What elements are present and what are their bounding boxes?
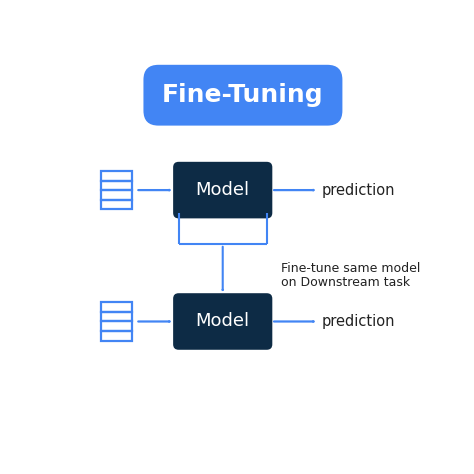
FancyBboxPatch shape — [173, 162, 272, 219]
Text: Fine-Tuning: Fine-Tuning — [162, 83, 324, 107]
Bar — [100, 181, 132, 190]
Text: Fine-tune same model: Fine-tune same model — [282, 262, 421, 274]
Text: on Downstream task: on Downstream task — [282, 276, 410, 289]
Bar — [100, 331, 132, 341]
Text: prediction: prediction — [322, 314, 395, 329]
Bar — [100, 302, 132, 312]
Text: prediction: prediction — [322, 182, 395, 198]
FancyBboxPatch shape — [173, 293, 272, 350]
FancyBboxPatch shape — [144, 65, 342, 126]
Text: Model: Model — [196, 181, 250, 199]
Bar — [100, 312, 132, 321]
Bar — [100, 200, 132, 209]
Bar — [100, 190, 132, 200]
Bar — [100, 321, 132, 331]
Bar — [100, 171, 132, 181]
Text: Model: Model — [196, 312, 250, 330]
